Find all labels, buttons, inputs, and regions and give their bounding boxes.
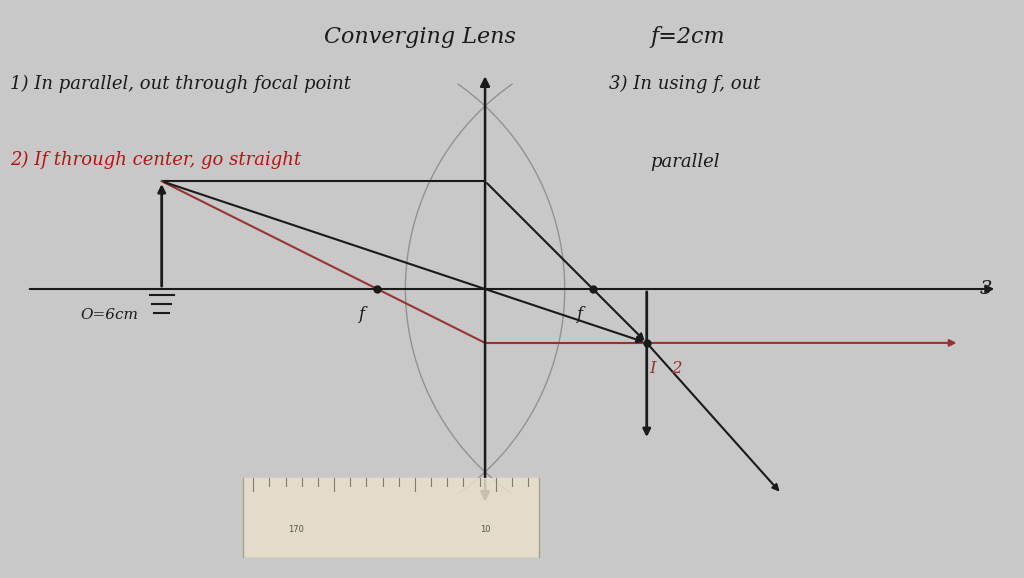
Text: parallel: parallel	[650, 153, 720, 171]
Polygon shape	[243, 477, 539, 558]
Text: 3) In using f, out: 3) In using f, out	[609, 75, 761, 94]
Text: 2: 2	[671, 360, 682, 376]
Text: Converging Lens: Converging Lens	[324, 26, 516, 48]
Text: 2) If through center, go straight: 2) If through center, go straight	[10, 150, 301, 169]
Text: 170: 170	[289, 524, 304, 533]
Text: f: f	[577, 306, 583, 323]
Text: f=2cm: f=2cm	[650, 26, 725, 48]
Text: f: f	[358, 306, 365, 323]
Text: 10: 10	[480, 524, 490, 533]
Text: O=6cm: O=6cm	[81, 307, 139, 321]
Text: I: I	[649, 360, 655, 376]
Text: 1) In parallel, out through focal point: 1) In parallel, out through focal point	[10, 75, 351, 94]
Text: 3: 3	[980, 280, 992, 298]
